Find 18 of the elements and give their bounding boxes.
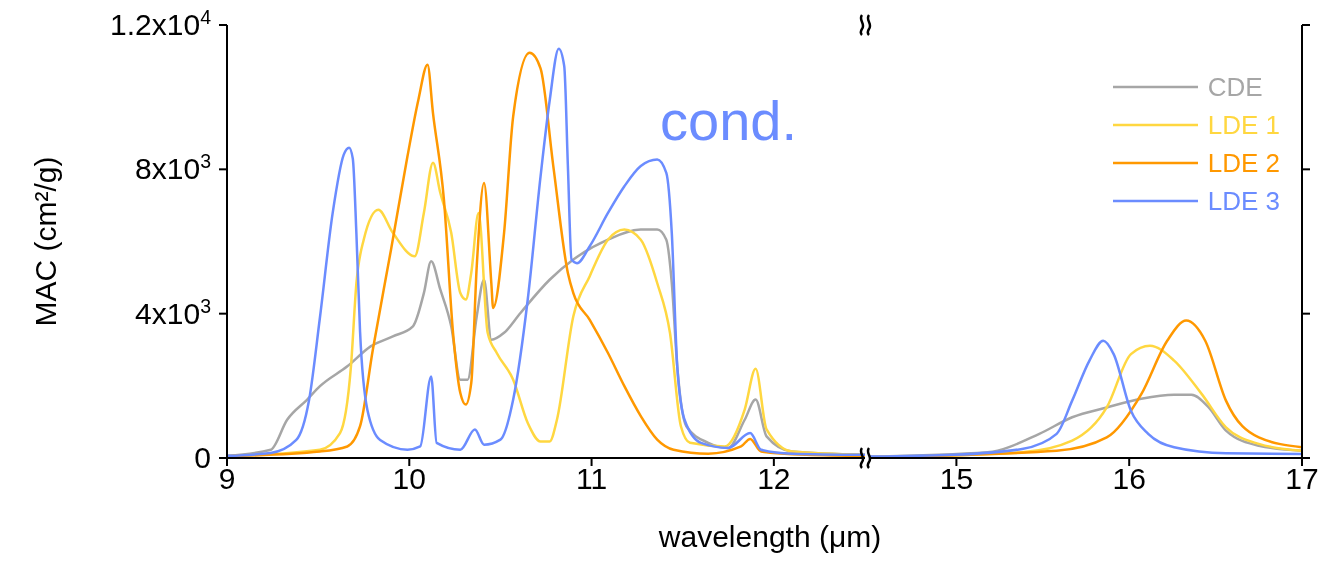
y-tick-label: 0 bbox=[194, 441, 211, 474]
x-axis-title: wavelength (μm) bbox=[657, 520, 883, 554]
y-axis-title: MAC (cm²/g) bbox=[29, 156, 62, 327]
x-tick-label: 11 bbox=[575, 462, 608, 496]
legend-label: LDE 1 bbox=[1207, 109, 1280, 141]
x-tick-label: 16 bbox=[1112, 462, 1146, 496]
legend-label: LDE 2 bbox=[1207, 147, 1280, 179]
legend-label: LDE 3 bbox=[1207, 185, 1280, 217]
y-tick-label: 4x10$^{3}$ bbox=[135, 294, 211, 330]
x-tick-label: 17 bbox=[1285, 462, 1319, 496]
y-tick-label: 8x10$^{3}$ bbox=[135, 150, 211, 186]
legend-label: CDE bbox=[1207, 71, 1263, 103]
x-tick-label: 9 bbox=[218, 462, 236, 496]
y-tick-label: 1.2x10$^{4}$ bbox=[110, 6, 212, 41]
annotation: cond. bbox=[660, 88, 797, 153]
x-tick-label: 10 bbox=[392, 462, 426, 496]
x-tick-label: 15 bbox=[939, 462, 974, 496]
x-tick-label: 12 bbox=[757, 462, 791, 496]
